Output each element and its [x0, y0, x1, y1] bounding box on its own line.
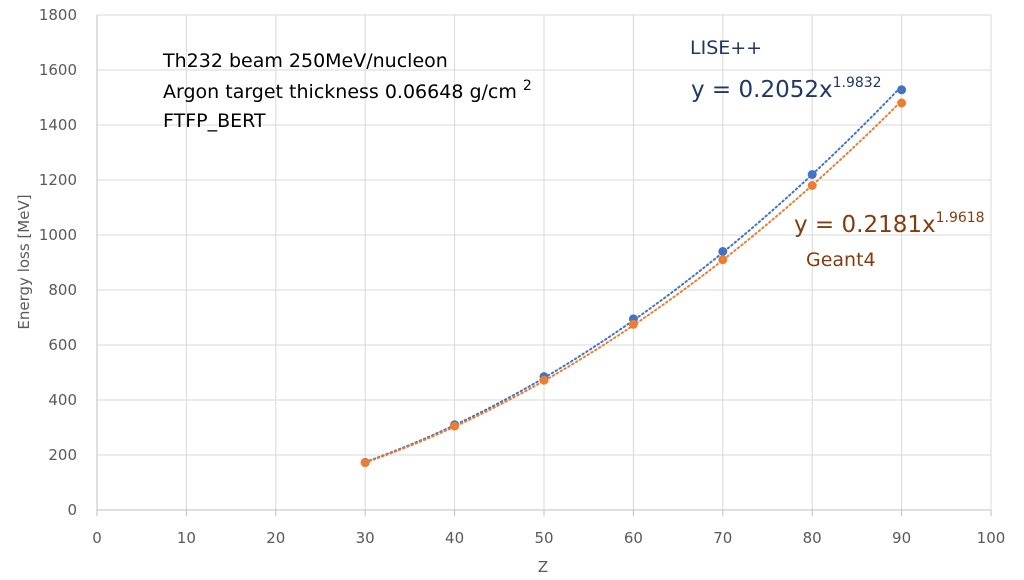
data-point-geant4	[539, 375, 549, 385]
x-tick-label: 0	[92, 529, 102, 547]
y-tick-label: 1800	[39, 6, 77, 24]
x-tick-label: 20	[266, 529, 285, 547]
x-tick-label: 40	[445, 529, 464, 547]
y-tick-labels: 0 200 400 600 800 1000 1200 1400 1600 1800	[39, 6, 77, 519]
gridlines	[97, 14, 992, 510]
data-point-geant4	[450, 421, 460, 431]
x-tick-label: 90	[892, 529, 911, 547]
geant4-series-label: Geant4	[806, 249, 876, 271]
y-tick-label: 1400	[39, 116, 77, 134]
target-info-superscript: 2	[523, 78, 532, 94]
x-tick-label: 60	[624, 529, 643, 547]
data-point-geant4	[718, 255, 728, 265]
lise-fit-equation: y = 0.2052x1.9832	[691, 75, 882, 103]
data-point-lise	[807, 170, 817, 179]
y-tick-label: 800	[48, 281, 77, 299]
y-tick-label: 400	[48, 391, 77, 409]
x-tick-label: 100	[977, 529, 1006, 547]
y-tick-label: 1200	[39, 171, 77, 189]
target-info-main: Argon target thickness 0.06648 g/cm	[163, 81, 523, 103]
beam-info-text: Th232 beam 250MeV/nucleon	[162, 50, 448, 72]
data-point-geant4	[628, 319, 638, 329]
x-tick-labels: 0 10 20 30 40 50 60 70 80 90 100	[92, 529, 1005, 547]
data-point-lise	[718, 247, 728, 256]
x-tick-label: 10	[177, 529, 196, 547]
y-tick-label: 0	[67, 501, 77, 519]
data-point-geant4	[360, 458, 370, 468]
geant4-fit-equation: y = 0.2181x1.9618	[794, 210, 985, 238]
y-tick-label: 600	[48, 336, 77, 354]
y-axis-title: Energy loss [MeV]	[15, 194, 33, 329]
lise-fit-equation-main: y = 0.2052x	[691, 77, 833, 103]
x-tick-label: 80	[803, 529, 822, 547]
target-info-text: Argon target thickness 0.06648 g/cm 2	[163, 78, 532, 103]
axes	[96, 15, 992, 516]
x-tick-label: 30	[356, 529, 375, 547]
physics-list-text: FTFP_BERT	[163, 110, 266, 132]
geant4-fit-equation-main: y = 0.2181x	[794, 212, 936, 238]
geant4-fit-exponent: 1.9618	[936, 210, 985, 226]
data-point-geant4	[897, 98, 907, 108]
x-tick-label: 50	[534, 529, 553, 547]
data-points	[360, 85, 907, 468]
x-tick-label: 70	[713, 529, 732, 547]
data-point-geant4	[807, 181, 817, 190]
y-tick-label: 200	[48, 446, 77, 464]
y-tick-label: 1600	[39, 61, 77, 79]
lise-series-label: LISE++	[690, 37, 762, 59]
lise-fit-exponent: 1.9832	[833, 75, 882, 91]
x-axis-title: Z	[538, 558, 548, 576]
data-point-lise	[897, 85, 907, 95]
y-tick-label: 1000	[39, 226, 77, 244]
